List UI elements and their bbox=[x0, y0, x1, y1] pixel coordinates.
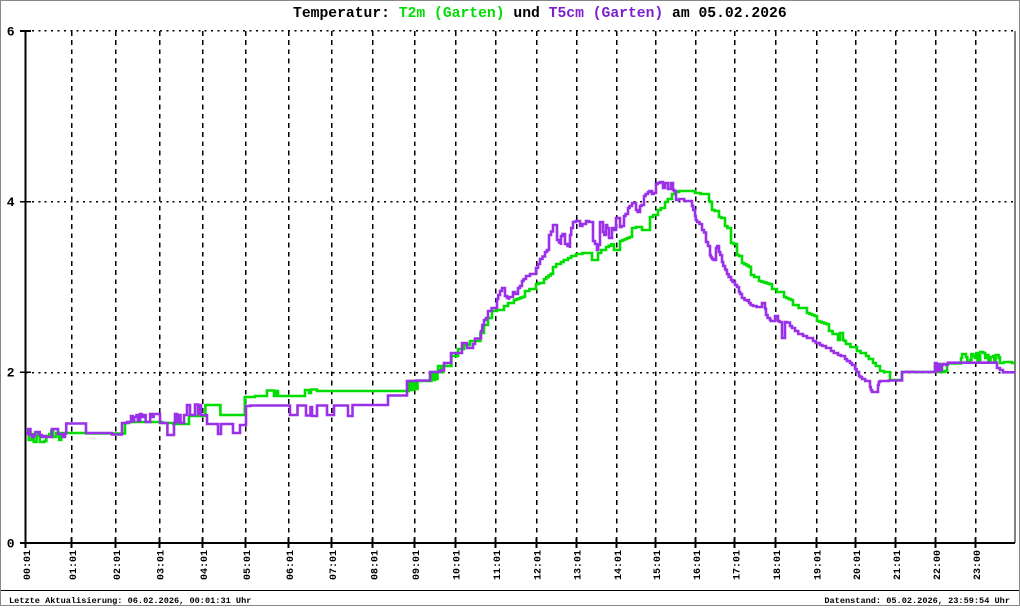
svg-text:12:01: 12:01 bbox=[534, 550, 545, 580]
svg-text:4: 4 bbox=[7, 195, 15, 210]
svg-text:17:01: 17:01 bbox=[733, 550, 744, 580]
svg-text:15:01: 15:01 bbox=[653, 550, 664, 580]
svg-text:03:01: 03:01 bbox=[157, 550, 168, 580]
svg-text:20:01: 20:01 bbox=[853, 550, 864, 580]
svg-text:Temperatur: T2m (Garten) und T: Temperatur: T2m (Garten) und T5cm (Garte… bbox=[293, 6, 787, 22]
svg-text:13:01: 13:01 bbox=[574, 550, 585, 580]
svg-text:04:01: 04:01 bbox=[200, 550, 211, 580]
svg-text:10:01: 10:01 bbox=[453, 550, 464, 580]
svg-text:6: 6 bbox=[7, 24, 15, 39]
svg-text:22:00: 22:00 bbox=[933, 550, 944, 580]
svg-text:21:01: 21:01 bbox=[893, 550, 904, 580]
svg-text:Datenstand: 05.02.2026, 23:59:: Datenstand: 05.02.2026, 23:59:54 Uhr bbox=[824, 596, 1010, 606]
svg-text:19:01: 19:01 bbox=[814, 550, 825, 580]
svg-text:02:01: 02:01 bbox=[113, 550, 124, 580]
svg-text:2: 2 bbox=[7, 366, 15, 381]
svg-text:14:01: 14:01 bbox=[614, 550, 625, 580]
svg-text:08:01: 08:01 bbox=[370, 550, 381, 580]
svg-text:16:01: 16:01 bbox=[693, 550, 704, 580]
svg-text:01:01: 01:01 bbox=[69, 550, 80, 580]
svg-text:11:01: 11:01 bbox=[493, 550, 504, 580]
svg-text:23:00: 23:00 bbox=[973, 550, 984, 580]
svg-text:0: 0 bbox=[7, 536, 15, 551]
svg-text:18:01: 18:01 bbox=[773, 550, 784, 580]
svg-text:09:01: 09:01 bbox=[412, 550, 423, 580]
svg-text:07:01: 07:01 bbox=[329, 550, 340, 580]
svg-text:06:01: 06:01 bbox=[286, 550, 297, 580]
svg-text:Letzte Aktualisierung: 06.02.2: Letzte Aktualisierung: 06.02.2026, 00:01… bbox=[9, 596, 251, 606]
svg-text:05:01: 05:01 bbox=[243, 550, 254, 580]
svg-text:00:01: 00:01 bbox=[23, 550, 34, 580]
